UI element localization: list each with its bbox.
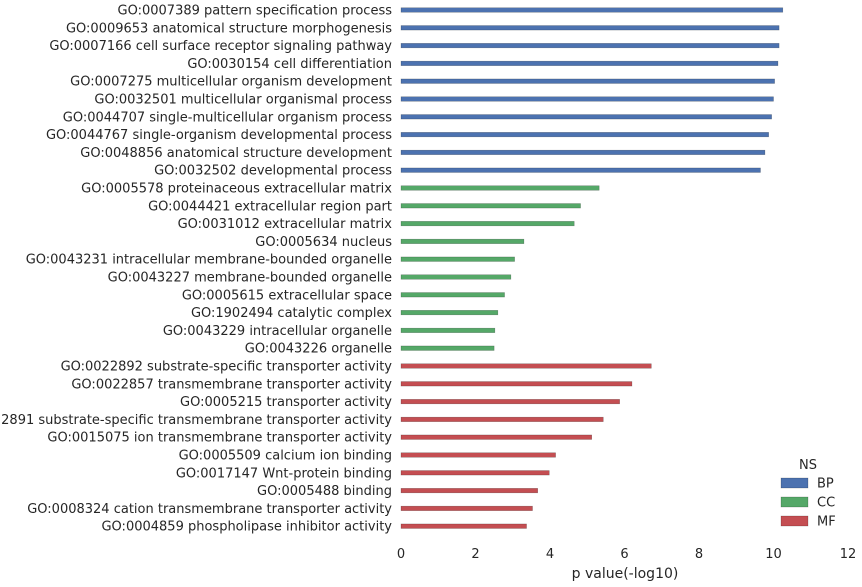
bar-mf (400, 488, 538, 494)
legend: NS BP CC MF (780, 458, 836, 530)
bar-mf (400, 399, 620, 405)
category-label: GO:0004859 phospholipase inhibitor activ… (101, 520, 392, 535)
bar-bp (400, 167, 761, 173)
bar-bp (400, 78, 775, 84)
x-tick-label: 6 (620, 547, 628, 562)
category-label: GO:0043227 membrane-bounded organelle (108, 271, 392, 286)
x-axis-ticks: 0 2 4 6 8 10 12 (397, 547, 856, 562)
category-label: GO:0007275 multicellular organism develo… (70, 75, 392, 90)
x-tick-label: 4 (546, 547, 554, 562)
bar-bp (400, 43, 780, 49)
bar-bp (400, 149, 766, 155)
bar-cc (400, 292, 505, 298)
bar-bp (400, 7, 784, 13)
bar-bp (400, 60, 779, 66)
category-label: GO:0008324 cation transmembrane transpor… (27, 502, 392, 517)
category-label: GO:0015075 ion transmembrane transporter… (47, 431, 392, 446)
legend-label-mf: MF (817, 515, 836, 530)
bar-bp (400, 25, 780, 31)
x-tick-label: 0 (397, 547, 405, 562)
category-label: GO:0017147 Wnt-protein binding (176, 466, 392, 481)
category-label: GO:0005634 nucleus (255, 235, 392, 250)
bar-cc (400, 221, 575, 227)
x-tick-label: 10 (765, 547, 782, 562)
legend-entries: BP CC MF (780, 477, 836, 530)
category-label: GO:0044767 single-organism developmental… (46, 128, 392, 143)
bar-cc (400, 203, 581, 209)
bar-mf (400, 416, 604, 422)
category-label: GO:0005615 extracellular space (182, 288, 392, 303)
bar-mf (400, 505, 533, 511)
category-label: GO:0031012 extracellular matrix (178, 217, 393, 232)
x-tick-label: 12 (840, 547, 857, 562)
category-label: GO:0007389 pattern specification process (118, 4, 393, 19)
category-label: GO:0043226 organelle (245, 342, 392, 357)
category-label: GO:0005488 binding (257, 484, 392, 499)
legend-title: NS (799, 458, 817, 473)
bar-mf (400, 381, 633, 387)
x-tick-label: 2 (471, 547, 479, 562)
x-axis-title: p value(-log10) (572, 566, 679, 582)
bar-cc (400, 345, 495, 351)
category-label: GO:0022857 transmembrane transporter act… (71, 377, 392, 392)
category-label: GO:0043229 intracellular organelle (163, 324, 392, 339)
legend-swatch-cc (780, 496, 809, 508)
legend-swatch-mf (780, 515, 809, 527)
category-label: GO:0007166 cell surface receptor signali… (49, 39, 392, 54)
bar-cc (400, 310, 499, 316)
bar-cc (400, 185, 600, 191)
bar-cc (400, 238, 525, 244)
category-label: GO:1902494 catalytic complex (191, 306, 392, 321)
category-label: GO:0005215 transporter activity (180, 395, 392, 410)
bar-cc (400, 256, 515, 262)
category-label: GO:0032501 multicellular organismal proc… (94, 93, 392, 108)
category-label: GO:0044421 extracellular region part (148, 199, 392, 214)
category-label: GO:0048856 anatomical structure developm… (80, 146, 392, 161)
bar-mf (400, 452, 556, 458)
category-label: GO:0005509 calcium ion binding (179, 449, 392, 464)
bars-layer (400, 7, 784, 529)
bar-cc (400, 274, 512, 280)
category-label: GO:0009653 anatomical structure morphoge… (66, 21, 392, 36)
bar-bp (400, 132, 769, 138)
category-label: GO:0005578 proteinaceous extracellular m… (81, 182, 392, 197)
bar-bp (400, 114, 772, 120)
category-label: GO:0044707 single-multicellular organism… (63, 110, 392, 125)
bar-mf (400, 434, 592, 440)
category-label: GO:0030154 cell differentiation (187, 57, 392, 72)
bar-mf (400, 523, 527, 529)
category-label: GO:0022891 substrate-specific transmembr… (0, 413, 392, 428)
bar-mf (400, 470, 550, 476)
bar-bp (400, 96, 774, 102)
category-label: GO:0043231 intracellular membrane-bounde… (26, 253, 392, 268)
legend-label-bp: BP (817, 477, 834, 492)
bar-mf (400, 363, 652, 369)
category-label: GO:0022892 substrate-specific transporte… (61, 360, 393, 375)
category-labels: GO:0007389 pattern specification process… (0, 4, 392, 535)
legend-swatch-bp (780, 477, 809, 489)
category-label: GO:0032502 developmental process (154, 164, 392, 179)
x-tick-label: 8 (695, 547, 703, 562)
legend-label-cc: CC (817, 496, 835, 511)
bar-cc (400, 327, 496, 333)
